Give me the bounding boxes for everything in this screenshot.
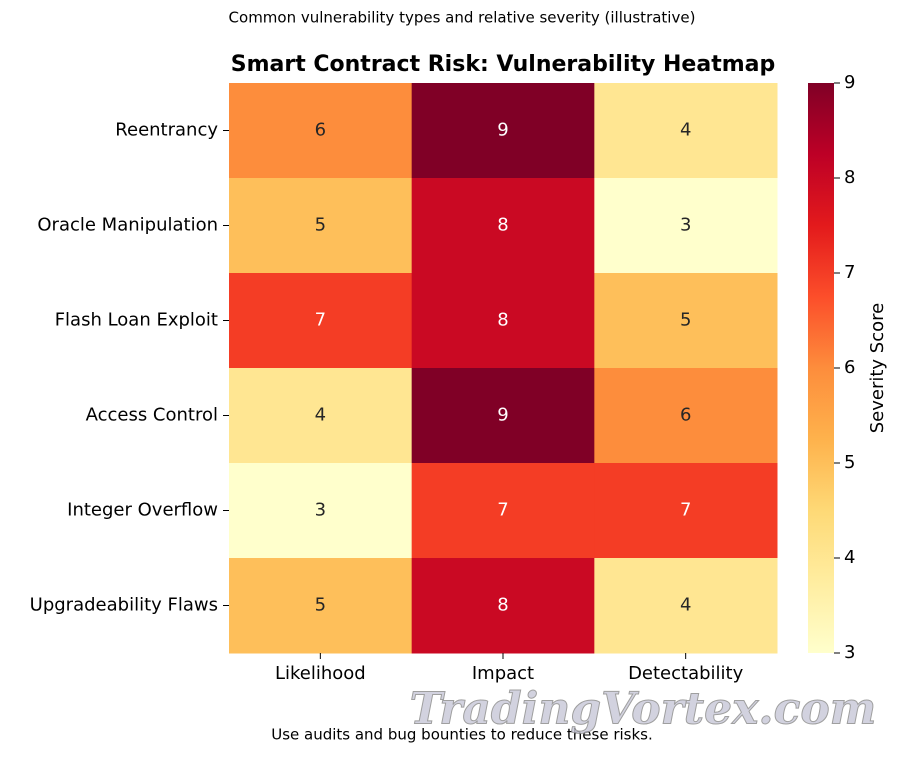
cell-label: 5 xyxy=(315,215,326,236)
chart-subtitle: Common vulnerability types and relative … xyxy=(229,9,696,27)
cell-label: 4 xyxy=(315,405,326,426)
y-tick-label: Access Control xyxy=(86,405,218,426)
heatmap-cell xyxy=(411,178,595,274)
x-tick-label: Impact xyxy=(472,663,534,684)
cell-label: 8 xyxy=(497,595,508,616)
heatmap-cell xyxy=(229,558,413,654)
cell-label: 8 xyxy=(497,215,508,236)
y-tick-label: Oracle Manipulation xyxy=(37,215,218,236)
y-tick-label: Flash Loan Exploit xyxy=(55,310,218,331)
chart-title: Smart Contract Risk: Vulnerability Heatm… xyxy=(231,52,775,77)
heatmap-cell xyxy=(411,273,595,369)
colorbar xyxy=(808,83,834,653)
footer-note: Use audits and bug bounties to reduce th… xyxy=(271,726,653,744)
heatmap-cell xyxy=(229,273,413,369)
cell-label: 8 xyxy=(497,310,508,331)
cell-label: 3 xyxy=(315,500,326,521)
y-tick-label: Reentrancy xyxy=(115,120,218,141)
heatmap-cell xyxy=(594,178,778,274)
cell-label: 7 xyxy=(315,310,326,331)
colorbar-tick-label: 7 xyxy=(844,262,855,283)
heatmap-cell xyxy=(594,273,778,369)
heatmap-cell xyxy=(594,368,778,464)
x-tick-label: Detectability xyxy=(628,663,744,684)
cell-label: 6 xyxy=(680,405,691,426)
heatmap-cell xyxy=(594,83,778,179)
watermark: TradingVortex.com xyxy=(410,684,877,735)
cell-label: 5 xyxy=(680,310,691,331)
colorbar-tick-label: 5 xyxy=(844,452,855,473)
cell-label: 9 xyxy=(497,120,508,141)
colorbar-label: Severity Score xyxy=(867,303,888,433)
colorbar-tick-label: 8 xyxy=(844,167,855,188)
heatmap-cell xyxy=(411,463,595,559)
heatmap-cell xyxy=(229,83,413,179)
y-tick-label: Integer Overflow xyxy=(67,500,218,521)
colorbar-tick-label: 6 xyxy=(844,357,855,378)
x-tick-label: Likelihood xyxy=(275,663,366,684)
cell-label: 7 xyxy=(680,500,691,521)
cell-label: 5 xyxy=(315,595,326,616)
heatmap-cell xyxy=(411,368,595,464)
heatmap-cell xyxy=(411,83,595,179)
cell-label: 4 xyxy=(680,595,691,616)
y-tick-label: Upgradeability Flaws xyxy=(30,595,218,616)
heatmap-cell xyxy=(411,558,595,654)
colorbar-tick-label: 4 xyxy=(844,547,855,568)
cell-label: 7 xyxy=(497,500,508,521)
heatmap-cell xyxy=(594,463,778,559)
heatmap-cell xyxy=(229,368,413,464)
cell-label: 4 xyxy=(680,120,691,141)
heatmap-cell xyxy=(229,463,413,559)
colorbar-tick-label: 3 xyxy=(844,642,855,663)
cell-label: 3 xyxy=(680,215,691,236)
heatmap-cell xyxy=(229,178,413,274)
heatmap-cell xyxy=(594,558,778,654)
colorbar-tick-label: 9 xyxy=(844,72,855,93)
cell-label: 9 xyxy=(497,405,508,426)
cell-label: 6 xyxy=(315,120,326,141)
